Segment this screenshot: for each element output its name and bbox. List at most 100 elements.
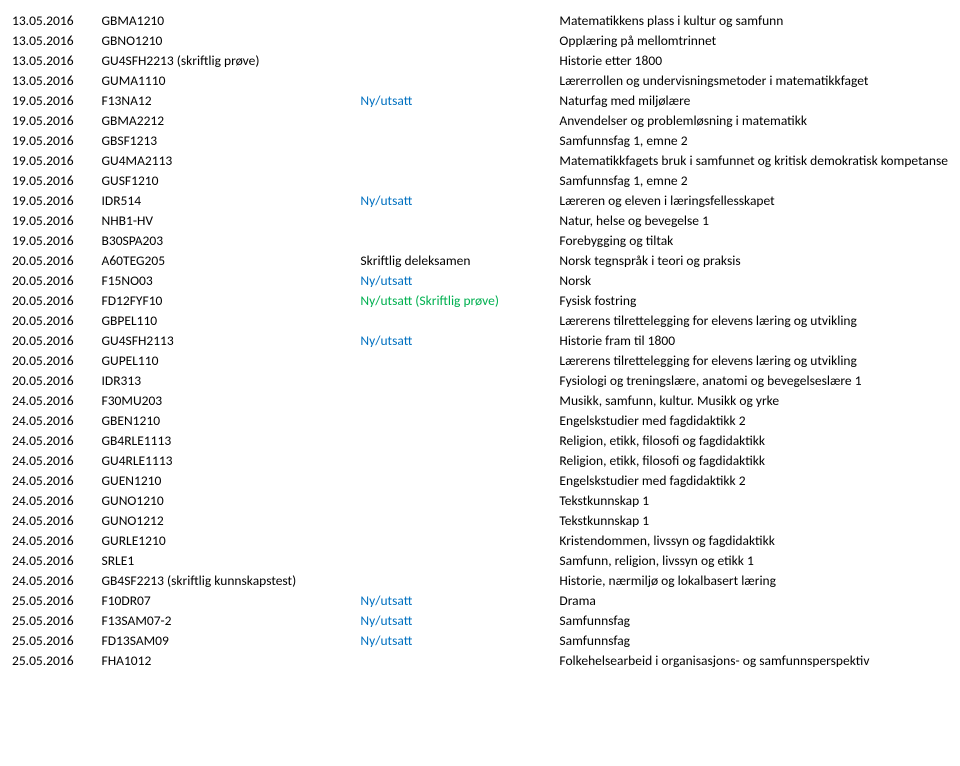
code-cell: F13SAM07-2 (102, 610, 361, 630)
code-cell: GU4SFH2213 (skriftlig prøve) (102, 50, 361, 70)
code-cell: F13NA12 (102, 90, 361, 110)
note-cell (360, 390, 559, 410)
code-cell: NHB1-HV (102, 210, 361, 230)
description-cell: Norsk tegnspråk i teori og praksis (559, 250, 948, 270)
code-cell: GUEN1210 (102, 470, 361, 490)
note-cell (360, 70, 559, 90)
table-row: 13.05.2016GU4SFH2213 (skriftlig prøve)Hi… (12, 50, 948, 70)
table-row: 20.05.2016GBPEL110Lærerens tilretteleggi… (12, 310, 948, 330)
code-cell: GBSF1213 (102, 130, 361, 150)
code-cell: GU4MA2113 (102, 150, 361, 170)
note-cell (360, 410, 559, 430)
code-cell: GURLE1210 (102, 530, 361, 550)
code-cell: GUNO1212 (102, 510, 361, 530)
date-cell: 24.05.2016 (12, 450, 102, 470)
date-cell: 25.05.2016 (12, 610, 102, 630)
description-cell: Tekstkunnskap 1 (559, 490, 948, 510)
description-cell: Norsk (559, 270, 948, 290)
note-cell (360, 450, 559, 470)
table-row: 20.05.2016F15NO03Ny/utsattNorsk (12, 270, 948, 290)
description-cell: Naturfag med miljølære (559, 90, 948, 110)
code-cell: GB4RLE1113 (102, 430, 361, 450)
note-cell (360, 550, 559, 570)
table-row: 24.05.2016SRLE1Samfunn, religion, livssy… (12, 550, 948, 570)
table-row: 20.05.2016A60TEG205Skriftlig deleksamenN… (12, 250, 948, 270)
date-cell: 20.05.2016 (12, 350, 102, 370)
note-cell (360, 110, 559, 130)
note-cell (360, 490, 559, 510)
date-cell: 20.05.2016 (12, 330, 102, 350)
code-cell: GUSF1210 (102, 170, 361, 190)
note-cell: Ny/utsatt (360, 590, 559, 610)
table-row: 19.05.2016B30SPA203Forebygging og tiltak (12, 230, 948, 250)
table-row: 20.05.2016GU4SFH2113Ny/utsattHistorie fr… (12, 330, 948, 350)
code-cell: GU4SFH2113 (102, 330, 361, 350)
code-cell: FHA1012 (102, 650, 361, 670)
description-cell: Lærerrollen og undervisningsmetoder i ma… (559, 70, 948, 90)
date-cell: 24.05.2016 (12, 410, 102, 430)
table-row: 19.05.2016NHB1-HVNatur, helse og bevegel… (12, 210, 948, 230)
table-row: 13.05.2016GBNO1210 Opplæring på mellomtri… (12, 30, 948, 50)
note-cell: Ny/utsatt (360, 610, 559, 630)
note-cell (360, 510, 559, 530)
note-cell: Ny/utsatt (360, 630, 559, 650)
note-cell: Ny/utsatt (360, 330, 559, 350)
note-cell (360, 150, 559, 170)
note-cell (360, 50, 559, 70)
description-cell: Anvendelser og problemløsning i matemati… (559, 110, 948, 130)
date-cell: 19.05.2016 (12, 230, 102, 250)
table-row: 25.05.2016FHA1012Folkehelsearbeid i orga… (12, 650, 948, 670)
date-cell: 13.05.2016 (12, 30, 102, 50)
table-row: 24.05.2016GUNO1212 Tekstkunnskap 1 (12, 510, 948, 530)
date-cell: 13.05.2016 (12, 70, 102, 90)
description-cell: Opplæring på mellomtrinnet (559, 30, 948, 50)
table-row: 24.05.2016GB4SF2213 (skriftlig kunnskaps… (12, 570, 948, 590)
note-cell: Skriftlig deleksamen (360, 250, 559, 270)
code-cell: GBMA1210 (102, 10, 361, 30)
note-cell (360, 30, 559, 50)
note-cell (360, 10, 559, 30)
description-cell: Tekstkunnskap 1 (559, 510, 948, 530)
note-cell (360, 310, 559, 330)
note-cell (360, 170, 559, 190)
note-cell (360, 530, 559, 550)
code-cell: FD12FYF10 (102, 290, 361, 310)
note-cell (360, 370, 559, 390)
description-cell: Læreren og eleven i læringsfellesskapet (559, 190, 948, 210)
date-cell: 24.05.2016 (12, 490, 102, 510)
code-cell: F15NO03 (102, 270, 361, 290)
code-cell: GU4RLE1113 (102, 450, 361, 470)
date-cell: 19.05.2016 (12, 90, 102, 110)
note-cell: Ny/utsatt (Skriftlig prøve) (360, 290, 559, 310)
date-cell: 19.05.2016 (12, 110, 102, 130)
note-cell (360, 570, 559, 590)
date-cell: 24.05.2016 (12, 510, 102, 530)
date-cell: 19.05.2016 (12, 170, 102, 190)
date-cell: 24.05.2016 (12, 390, 102, 410)
description-cell: Historie etter 1800 (559, 50, 948, 70)
note-cell: Ny/utsatt (360, 190, 559, 210)
code-cell: GB4SF2213 (skriftlig kunnskapstest) (102, 570, 361, 590)
note-cell: Ny/utsatt (360, 90, 559, 110)
description-cell: Samfunnsfag 1, emne 2 (559, 130, 948, 150)
description-cell: Natur, helse og bevegelse 1 (559, 210, 948, 230)
table-row: 19.05.2016GBMA2212Anvendelser og problem… (12, 110, 948, 130)
description-cell: Samfunnsfag (559, 610, 948, 630)
code-cell: GBPEL110 (102, 310, 361, 330)
date-cell: 20.05.2016 (12, 370, 102, 390)
code-cell: FD13SAM09 (102, 630, 361, 650)
code-cell: GBNO1210 (102, 30, 361, 50)
code-cell: GUNO1210 (102, 490, 361, 510)
note-cell (360, 230, 559, 250)
table-row: 13.05.2016GUMA1110Lærerrollen og undervi… (12, 70, 948, 90)
table-row: 19.05.2016F13NA12Ny/utsattNaturfag med m… (12, 90, 948, 110)
table-row: 24.05.2016F30MU203Musikk, samfunn, kultu… (12, 390, 948, 410)
note-cell (360, 430, 559, 450)
description-cell: Kristendommen, livssyn og fagdidaktikk (559, 530, 948, 550)
table-row: 13.05.2016GBMA1210Matematikkens plass i … (12, 10, 948, 30)
table-row: 19.05.2016GUSF1210Samfunnsfag 1, emne 2 (12, 170, 948, 190)
description-cell: Samfunn, religion, livssyn og etikk 1 (559, 550, 948, 570)
code-cell: IDR313 (102, 370, 361, 390)
table-row: 24.05.2016GURLE1210Kristendommen, livssy… (12, 530, 948, 550)
description-cell: Lærerens tilrettelegging for elevens lær… (559, 310, 948, 330)
